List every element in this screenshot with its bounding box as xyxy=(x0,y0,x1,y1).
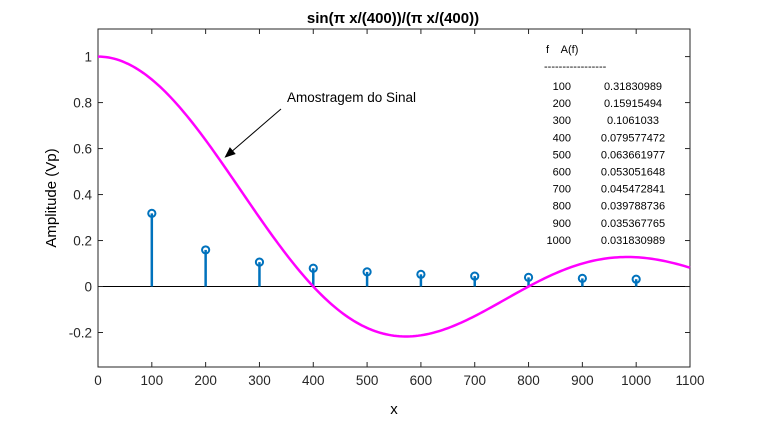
table-cell-amplitude: 0.1061033 xyxy=(607,115,659,127)
x-tick-label: 200 xyxy=(194,373,217,388)
value-table: f A(f) ----------------- 100 0.31830989 20… xyxy=(544,44,665,247)
table-cell-amplitude: 0.063661977 xyxy=(601,149,665,161)
stem-marker xyxy=(254,257,265,267)
table-separator: ----------------- xyxy=(544,61,607,73)
x-tick-label: 1000 xyxy=(621,373,651,388)
y-tick-label: 0.6 xyxy=(73,142,92,157)
x-tick-label: 500 xyxy=(356,373,379,388)
table-cell-f: 800 xyxy=(553,201,571,213)
x-axis-ticks: 0 100 200 300 400 500 600 700 800 900 1000 1100 xyxy=(94,29,705,388)
y-axis-ticks: -0.2 0 0.2 0.4 0.6 0.8 1 xyxy=(69,50,690,341)
y-tick-label: 1 xyxy=(84,50,92,65)
y-axis-label: Amplitude (Vp) xyxy=(43,148,60,247)
table-cell-f: 100 xyxy=(553,81,571,93)
x-tick-label: 300 xyxy=(248,373,271,388)
table-cell-f: 200 xyxy=(553,98,571,110)
x-tick-label: 1100 xyxy=(675,373,704,388)
y-tick-label: -0.2 xyxy=(69,326,92,341)
table-cell-amplitude: 0.053051648 xyxy=(601,167,665,179)
table-cell-amplitude: 0.039788736 xyxy=(601,201,665,213)
stem-marker xyxy=(147,208,157,218)
x-tick-label: 900 xyxy=(571,373,594,388)
x-tick-label: 700 xyxy=(463,373,486,388)
table-cell-amplitude: 0.035367765 xyxy=(601,218,665,230)
table-cell-amplitude: 0.079577472 xyxy=(601,132,665,144)
x-tick-label: 800 xyxy=(517,373,540,388)
stem-marker xyxy=(201,245,211,255)
plot-area xyxy=(97,28,691,368)
table-cell-f: 300 xyxy=(553,115,571,127)
stem-marker xyxy=(470,271,480,281)
annotation: Amostragem do Sinal xyxy=(224,90,416,158)
table-cell-amplitude: 0.31830989 xyxy=(604,81,662,93)
x-tick-label: 100 xyxy=(141,373,164,388)
table-cell-f: 900 xyxy=(553,218,571,230)
stem-marker xyxy=(523,272,534,282)
table-cell-f: 600 xyxy=(553,167,571,179)
y-tick-label: 0 xyxy=(84,280,92,295)
y-tick-label: 0.8 xyxy=(73,96,92,111)
annotation-arrow xyxy=(232,108,282,151)
table-rows: 100 0.31830989 200 0.15915494 300 0.1061033 40… xyxy=(547,81,666,247)
x-tick-label: 0 xyxy=(94,373,102,388)
stem-marker xyxy=(308,263,318,273)
stem-marker xyxy=(631,274,641,284)
table-cell-f: 400 xyxy=(553,132,571,144)
chart-title: sin(π x/(400))/(π x/(400)) xyxy=(307,10,479,27)
table-cell-f: 700 xyxy=(553,184,571,196)
table-cell-amplitude: 0.045472841 xyxy=(601,184,665,196)
x-tick-label: 600 xyxy=(410,373,433,388)
stem-marker xyxy=(362,267,372,277)
stem-marker xyxy=(577,273,587,283)
stem-marker xyxy=(416,269,426,279)
x-axis-label: x xyxy=(390,401,398,418)
annotation-text: Amostragem do Sinal xyxy=(287,90,416,105)
table-cell-amplitude: 0.15915494 xyxy=(604,98,662,110)
y-tick-label: 0.2 xyxy=(73,234,92,249)
y-tick-label: 0.4 xyxy=(73,188,92,203)
table-cell-amplitude: 0.031830989 xyxy=(601,235,665,247)
table-header: f A(f) xyxy=(546,44,578,56)
sinc-curve xyxy=(97,55,691,338)
table-cell-f: 1000 xyxy=(547,235,571,247)
annotation-arrowhead xyxy=(224,147,236,158)
table-cell-f: 500 xyxy=(553,149,571,161)
stem-series xyxy=(147,208,641,287)
x-tick-label: 400 xyxy=(302,373,325,388)
